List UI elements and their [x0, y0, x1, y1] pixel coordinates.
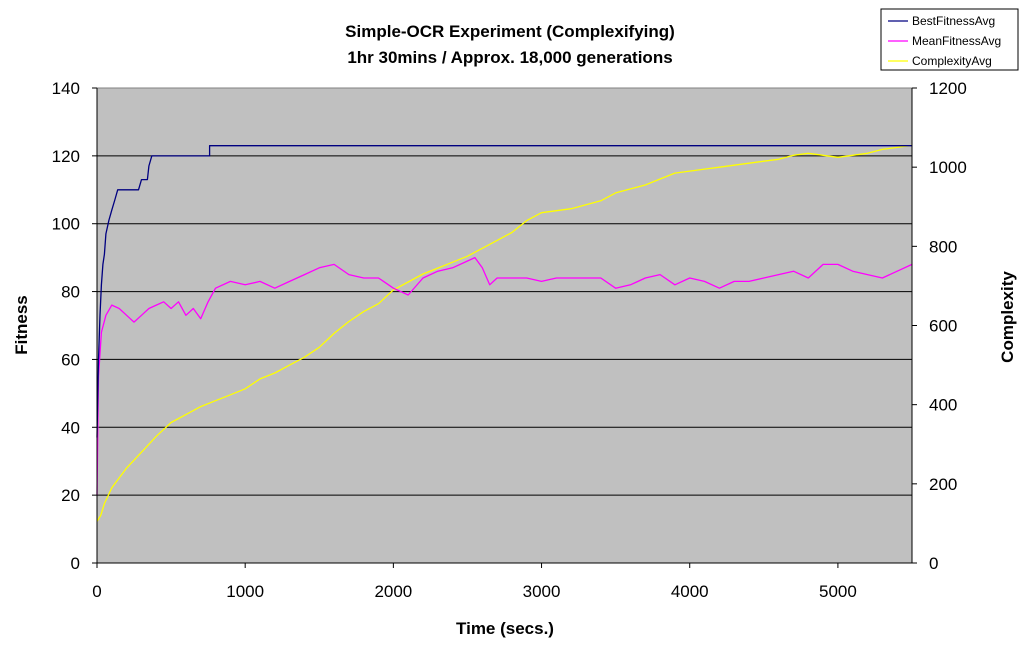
legend-label-meanfitnessavg: MeanFitnessAvg [912, 34, 1001, 48]
x-tick-label: 2000 [374, 582, 412, 601]
y-tick-label: 60 [61, 350, 80, 369]
legend-label-bestfitnessavg: BestFitnessAvg [912, 14, 995, 28]
legend-box [880, 8, 1019, 71]
y2-tick-label: 1000 [929, 158, 967, 177]
chart-subtitle: 1hr 30mins / Approx. 18,000 generations [347, 48, 672, 67]
series-line-meanfitnessavg [96, 256, 913, 496]
y2-axis-title: Complexity [998, 271, 1017, 363]
gridlines [97, 155, 912, 496]
y2-tick-label: 600 [929, 317, 957, 336]
x-axis-title: Time (secs.) [456, 619, 554, 638]
y2-tick-label: 200 [929, 475, 957, 494]
y-tick-label: 40 [61, 418, 80, 437]
plot-area [96, 87, 913, 564]
x-tick-label: 5000 [819, 582, 857, 601]
x-tick-label: 4000 [671, 582, 709, 601]
y-tick-label: 140 [52, 79, 80, 98]
y-axis-title: Fitness [12, 295, 31, 355]
x-tick-label: 3000 [523, 582, 561, 601]
y-tick-label: 80 [61, 283, 80, 302]
x-tick-label: 0 [92, 582, 101, 601]
x-tick-label: 1000 [226, 582, 264, 601]
series-line-bestfitnessavg [96, 145, 912, 438]
y2-tick-label: 1200 [929, 79, 967, 98]
y2-tick-label: 400 [929, 396, 957, 415]
legend: BestFitnessAvg MeanFitnessAvg Complexity… [880, 8, 1019, 71]
y2-tick-label: 800 [929, 237, 957, 256]
y-tick-label: 100 [52, 215, 80, 234]
chart-title: Simple-OCR Experiment (Complexifying) [345, 22, 675, 41]
y-tick-label: 0 [71, 554, 80, 573]
y-tick-label: 120 [52, 147, 80, 166]
series-line-complexityavg [96, 144, 913, 522]
series-layer [96, 144, 913, 522]
y2-tick-label: 0 [929, 554, 938, 573]
y-tick-label: 20 [61, 486, 80, 505]
legend-label-complexityavg: ComplexityAvg [912, 54, 992, 68]
tick-labels: 0 20 40 60 80 100 120 140 0 200 400 600 800 1000 1200 0… [52, 79, 967, 601]
